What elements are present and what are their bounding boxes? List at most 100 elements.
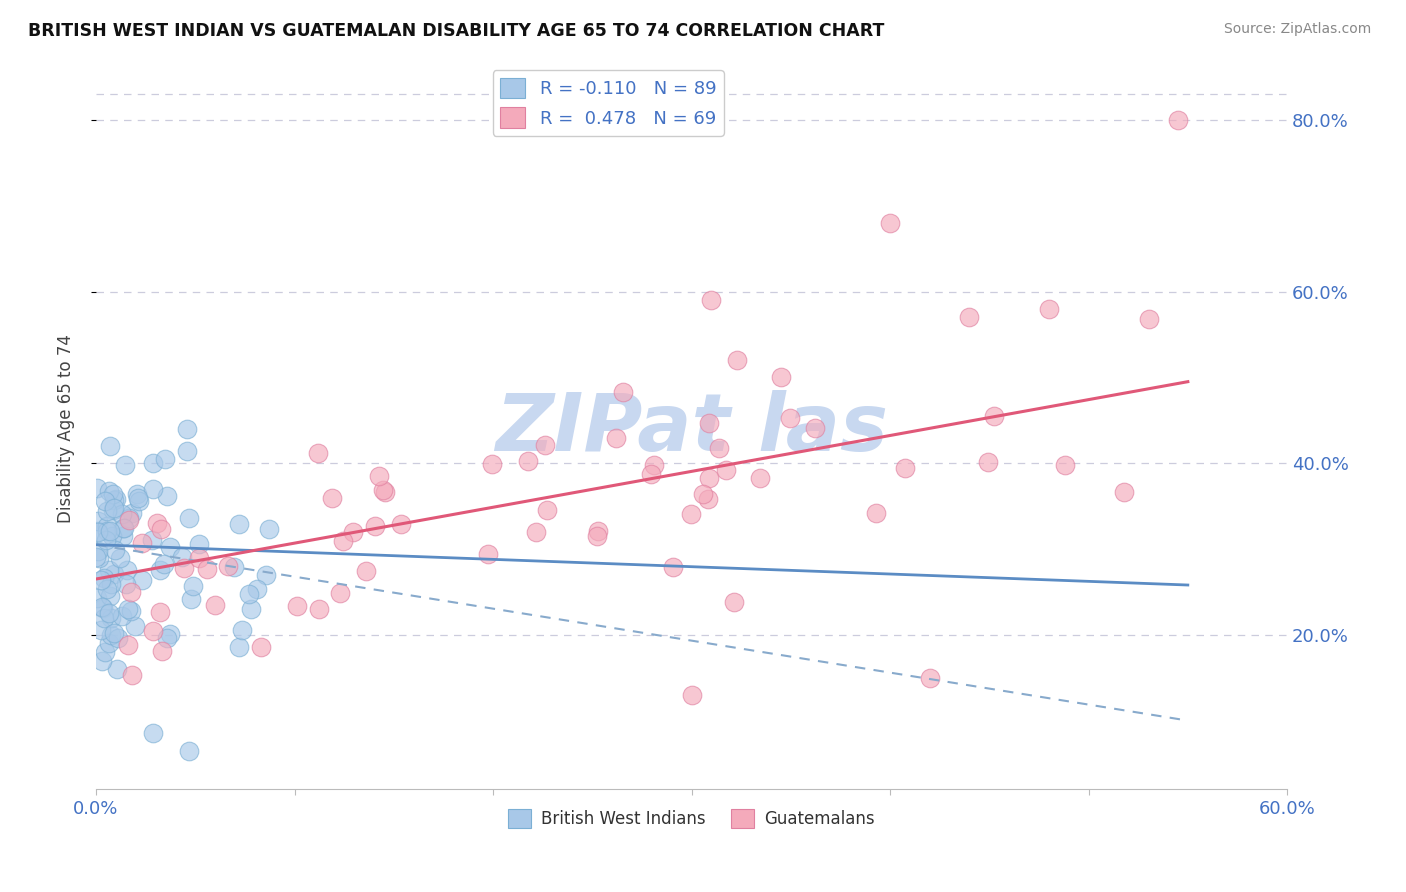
Point <box>98 563 121 577</box>
Point <box>368 468 391 483</box>
Point <box>98 439 121 453</box>
Point <box>1038 301 1060 316</box>
Point <box>477 547 499 561</box>
Point <box>124 619 146 633</box>
Point <box>187 537 209 551</box>
Point <box>697 471 720 485</box>
Point <box>108 551 131 566</box>
Point <box>389 517 412 532</box>
Point <box>87 524 110 539</box>
Point <box>100 577 122 591</box>
Point <box>146 516 169 530</box>
Point <box>112 529 135 543</box>
Point <box>195 562 218 576</box>
Point <box>100 589 122 603</box>
Point <box>87 524 110 539</box>
Text: Source: ZipAtlas.com: Source: ZipAtlas.com <box>1223 22 1371 37</box>
Point <box>696 491 718 506</box>
Point <box>371 483 394 497</box>
Point <box>307 446 329 460</box>
Point <box>308 602 330 616</box>
Point <box>725 352 748 367</box>
Point <box>692 487 714 501</box>
Point <box>89 551 111 566</box>
Point <box>115 577 138 591</box>
Point <box>103 501 125 516</box>
Point <box>93 601 115 615</box>
Point <box>84 549 107 564</box>
Point <box>112 521 135 535</box>
Point <box>246 582 269 597</box>
Point <box>107 662 129 676</box>
Point <box>101 502 124 516</box>
Point <box>524 524 547 539</box>
Point <box>104 542 127 557</box>
Point <box>1053 458 1076 472</box>
Point <box>90 574 112 588</box>
Point <box>87 514 110 528</box>
Point <box>159 627 181 641</box>
Point <box>94 493 117 508</box>
Point <box>98 484 121 499</box>
Point <box>90 623 112 637</box>
Point <box>250 640 273 655</box>
Point <box>177 743 200 757</box>
Point <box>714 463 737 477</box>
Point <box>481 458 503 472</box>
Legend: British West Indians, Guatemalans: British West Indians, Guatemalans <box>502 803 882 835</box>
Point <box>118 511 141 525</box>
Point <box>131 535 153 549</box>
Point <box>865 506 887 520</box>
Point <box>354 564 377 578</box>
Point <box>142 624 165 639</box>
Point <box>879 216 901 230</box>
Point <box>749 471 772 485</box>
Point <box>779 411 801 425</box>
Point <box>142 726 165 740</box>
Point <box>142 483 165 497</box>
Point <box>239 602 262 616</box>
Point <box>679 508 702 522</box>
Point <box>285 599 308 614</box>
Point <box>534 438 557 452</box>
Point <box>697 416 720 430</box>
Point <box>117 602 139 616</box>
Point <box>142 456 165 470</box>
Point <box>115 563 138 577</box>
Point <box>170 549 193 564</box>
Point <box>121 506 143 520</box>
Point <box>918 671 941 685</box>
Point <box>110 609 132 624</box>
Point <box>238 587 260 601</box>
Point <box>153 452 176 467</box>
Point <box>156 631 179 645</box>
Point <box>231 623 253 637</box>
Point <box>152 558 174 572</box>
Point <box>257 522 280 536</box>
Point <box>128 494 150 508</box>
Point <box>149 522 172 536</box>
Point <box>149 605 172 619</box>
Point <box>586 524 609 538</box>
Point <box>121 668 143 682</box>
Point <box>173 560 195 574</box>
Point <box>100 628 122 642</box>
Point <box>612 385 634 400</box>
Point <box>97 636 120 650</box>
Point <box>149 563 172 577</box>
Point <box>329 586 352 600</box>
Point <box>120 585 142 599</box>
Point <box>643 458 665 472</box>
Point <box>723 595 745 609</box>
Point <box>93 611 115 625</box>
Point <box>120 604 142 618</box>
Point <box>536 503 558 517</box>
Point <box>101 487 124 501</box>
Y-axis label: Disability Age 65 to 74: Disability Age 65 to 74 <box>58 334 75 524</box>
Point <box>86 544 108 558</box>
Point <box>1137 312 1160 326</box>
Point <box>103 493 125 508</box>
Point <box>107 631 129 645</box>
Point <box>93 571 115 585</box>
Point <box>141 533 163 547</box>
